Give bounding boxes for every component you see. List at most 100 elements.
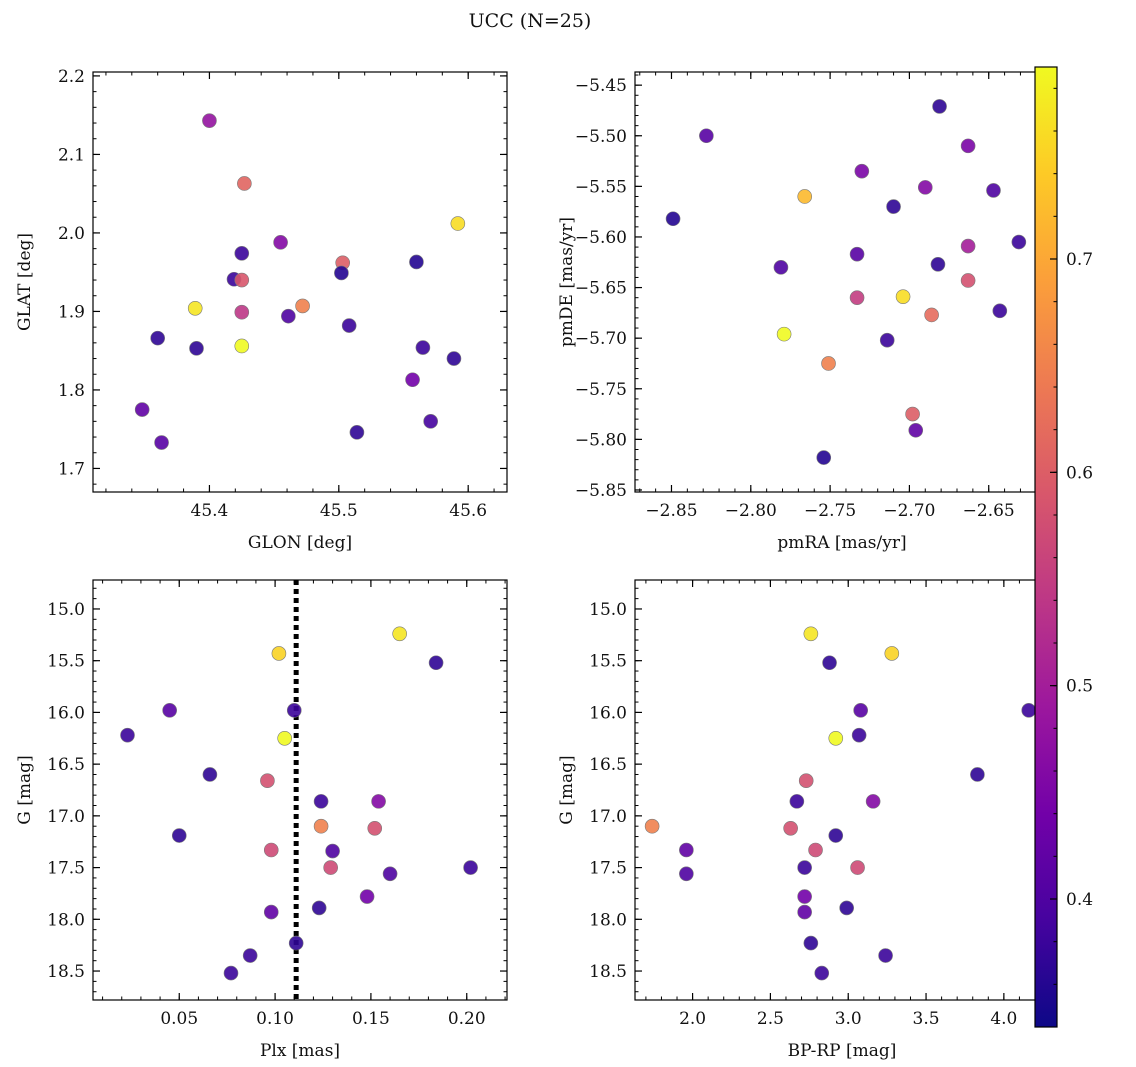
scatter-point [405, 372, 420, 388]
y-tick-label: −5.75 [575, 380, 627, 400]
scatter-point [313, 794, 329, 809]
y-axis-label: G [mag] [15, 755, 35, 824]
scatter-point [1011, 234, 1027, 250]
scatter-point [446, 351, 462, 366]
scatter-point [839, 900, 854, 916]
y-tick-label: 18.0 [47, 910, 85, 930]
y-tick-label: 15.0 [47, 600, 85, 620]
scatter-point [776, 326, 792, 342]
y-tick-label: 1.8 [58, 381, 85, 401]
y-tick-label: 17.5 [47, 859, 85, 879]
y-tick-label: 16.0 [47, 703, 85, 723]
scatter-point [323, 860, 338, 875]
scatter-point [908, 422, 924, 438]
scatter-point [821, 356, 836, 371]
scatter-point [313, 818, 329, 834]
scatter-point [879, 332, 895, 348]
axes-frame [92, 71, 508, 493]
scatter-point [932, 99, 947, 114]
colorbar-tick-label: 0.5 [1066, 677, 1093, 697]
y-tick-label: −5.55 [575, 177, 627, 197]
scatter-point [803, 626, 819, 642]
y-tick-label: 18.0 [589, 910, 627, 930]
scatter-point [325, 843, 340, 859]
scatter-point [281, 308, 296, 324]
scatter-point [295, 298, 310, 314]
scatter-point [334, 265, 349, 281]
scatter-point [822, 655, 837, 671]
scatter-point [798, 773, 814, 788]
y-tick-label: −5.45 [575, 76, 627, 96]
scatter-point [905, 406, 920, 422]
scatter-point [202, 767, 218, 782]
panels: 45.4 45.5 45.6 1.7 1.8 1.9 2.0 2.1 2.2 GLON [deg]… [15, 67, 1050, 1061]
scatter-point [260, 773, 275, 788]
scatter-point [851, 727, 867, 743]
y-tick-label: 18.5 [47, 962, 85, 982]
scatter-point [679, 866, 694, 882]
scatter-point [665, 211, 681, 227]
x-tick-label: −2.70 [883, 501, 935, 521]
y-tick-label: 15.5 [589, 652, 627, 672]
scatter-point [970, 767, 985, 782]
scatter-point [367, 820, 383, 836]
scatter-point [797, 889, 812, 904]
scatter-point [803, 935, 819, 951]
scatter-point [234, 246, 250, 261]
scatter-point [273, 235, 288, 250]
scatter-point [120, 727, 135, 743]
scatter-point [865, 794, 881, 809]
colorbar: 0.4 0.5 0.6 0.7 [1034, 66, 1093, 1028]
scatter-point [895, 289, 911, 304]
x-tick-label: −2.85 [645, 501, 697, 521]
scatter-point [359, 889, 375, 904]
x-axis-label: pmRA [mas/yr] [777, 533, 906, 553]
y-axis-label: pmDE [mas/yr] [557, 217, 577, 347]
y-tick-label: 2.2 [58, 67, 85, 87]
scatter-point [960, 138, 976, 154]
scatter-point [679, 842, 694, 858]
scatter-point [234, 304, 250, 320]
scatter-point [884, 646, 900, 661]
y-tick-label: −5.85 [575, 481, 627, 501]
y-tick-label: −5.50 [575, 127, 627, 147]
y-tick-label: 17.0 [589, 807, 627, 827]
panel-glon-glat: 45.4 45.5 45.6 1.7 1.8 1.9 2.0 2.1 2.2 GLON [deg]… [15, 67, 508, 553]
y-tick-label: −5.80 [575, 430, 627, 450]
x-tick-label: 45.5 [320, 501, 358, 521]
axes-frame [634, 579, 1050, 1001]
scatter-point [797, 189, 813, 204]
scatter-point [341, 318, 357, 333]
y-tick-label: 16.5 [589, 755, 627, 775]
scatter-point [349, 425, 365, 440]
scatter-point [986, 183, 1001, 198]
y-tick-label: 18.5 [589, 962, 627, 982]
scatter-point [134, 402, 150, 417]
axes-frame [634, 71, 1050, 493]
scatter-point [288, 935, 304, 951]
scatter-point [202, 113, 217, 128]
figure-title: UCC (N=25) [469, 10, 592, 32]
y-tick-label: −5.65 [575, 279, 627, 299]
scatter-point [450, 216, 466, 231]
scatter-point [960, 273, 976, 288]
scatter-point [187, 300, 203, 316]
x-tick-label: 0.15 [352, 1009, 390, 1029]
scatter-point [878, 948, 893, 963]
scatter-point [242, 948, 258, 963]
y-axis-label: G [mag] [557, 755, 577, 824]
x-tick-label: 3.0 [835, 1009, 862, 1029]
scatter-point [886, 199, 901, 214]
scatter-point [816, 450, 832, 465]
scatter-point [828, 828, 844, 843]
scatter-point [797, 860, 812, 875]
scatter-point [428, 655, 444, 671]
scatter-point [234, 338, 250, 354]
scatter-point [223, 965, 239, 981]
scatter-point [286, 703, 302, 718]
y-tick-label: 1.7 [58, 459, 85, 479]
scatter-points [644, 626, 1037, 981]
x-tick-label: 2.0 [679, 1009, 706, 1029]
x-tick-label: 4.0 [990, 1009, 1017, 1029]
y-tick-label: 15.5 [47, 652, 85, 672]
